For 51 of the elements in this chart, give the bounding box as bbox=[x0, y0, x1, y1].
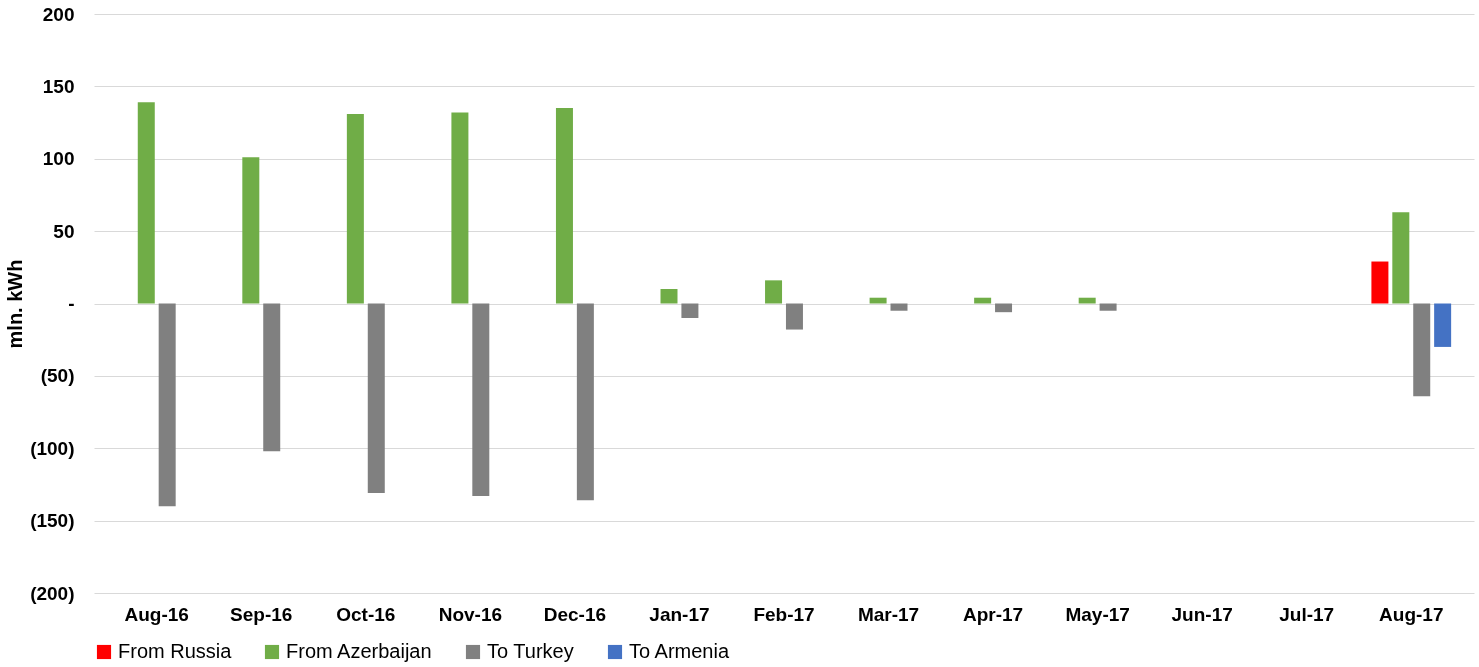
x-tick-label: May-17 bbox=[1065, 603, 1130, 625]
y-tick-label: 50 bbox=[53, 220, 75, 242]
x-tick-label: Aug-17 bbox=[1379, 603, 1444, 625]
x-tick-label: Apr-17 bbox=[963, 603, 1024, 625]
legend-label: To Turkey bbox=[487, 640, 574, 662]
bar bbox=[367, 303, 385, 494]
y-axis-title: mln. kWh bbox=[4, 259, 27, 349]
bar bbox=[451, 112, 469, 304]
bar bbox=[1434, 303, 1452, 347]
bar bbox=[995, 303, 1013, 313]
bar bbox=[346, 113, 364, 304]
bar bbox=[785, 303, 803, 330]
x-tick-label: Feb-17 bbox=[753, 603, 815, 625]
legend-label: From Russia bbox=[118, 640, 233, 662]
bar bbox=[681, 303, 699, 318]
x-tick-label: Dec-16 bbox=[543, 603, 607, 625]
bar bbox=[263, 303, 281, 452]
x-tick-label: Nov-16 bbox=[438, 603, 503, 625]
x-tick-label: Sep-16 bbox=[230, 603, 293, 625]
bar bbox=[1078, 297, 1096, 304]
legend-label: From Azerbaijan bbox=[286, 640, 432, 662]
y-tick-label: (200) bbox=[30, 582, 75, 604]
bar bbox=[660, 289, 678, 304]
bar bbox=[869, 297, 887, 304]
legend-label: To Armenia bbox=[629, 640, 730, 662]
y-tick-label: - bbox=[68, 293, 75, 314]
bar bbox=[576, 303, 594, 501]
x-tick-label: Jul-17 bbox=[1279, 603, 1335, 625]
x-tick-label: Jan-17 bbox=[649, 603, 710, 625]
bar bbox=[555, 108, 573, 304]
bar bbox=[137, 102, 155, 304]
bar bbox=[974, 297, 992, 304]
bar bbox=[890, 303, 908, 311]
bar bbox=[1392, 212, 1410, 304]
y-tick-label: (150) bbox=[30, 510, 75, 532]
y-tick-label: 150 bbox=[42, 75, 75, 97]
y-tick-label: (100) bbox=[30, 437, 75, 459]
x-tick-label: Oct-16 bbox=[336, 603, 396, 625]
y-tick-label: 100 bbox=[42, 148, 75, 170]
bar bbox=[158, 303, 176, 507]
bar bbox=[242, 157, 260, 304]
x-tick-label: Mar-17 bbox=[857, 603, 920, 625]
bar bbox=[1413, 303, 1431, 397]
x-tick-label: Aug-16 bbox=[124, 603, 189, 625]
bar bbox=[1371, 261, 1389, 304]
bar bbox=[765, 280, 783, 304]
x-tick-label: Jun-17 bbox=[1171, 603, 1233, 625]
bar bbox=[1099, 303, 1117, 311]
y-tick-label: (50) bbox=[40, 365, 75, 387]
y-tick-label: 200 bbox=[42, 3, 75, 25]
bar bbox=[472, 303, 490, 497]
